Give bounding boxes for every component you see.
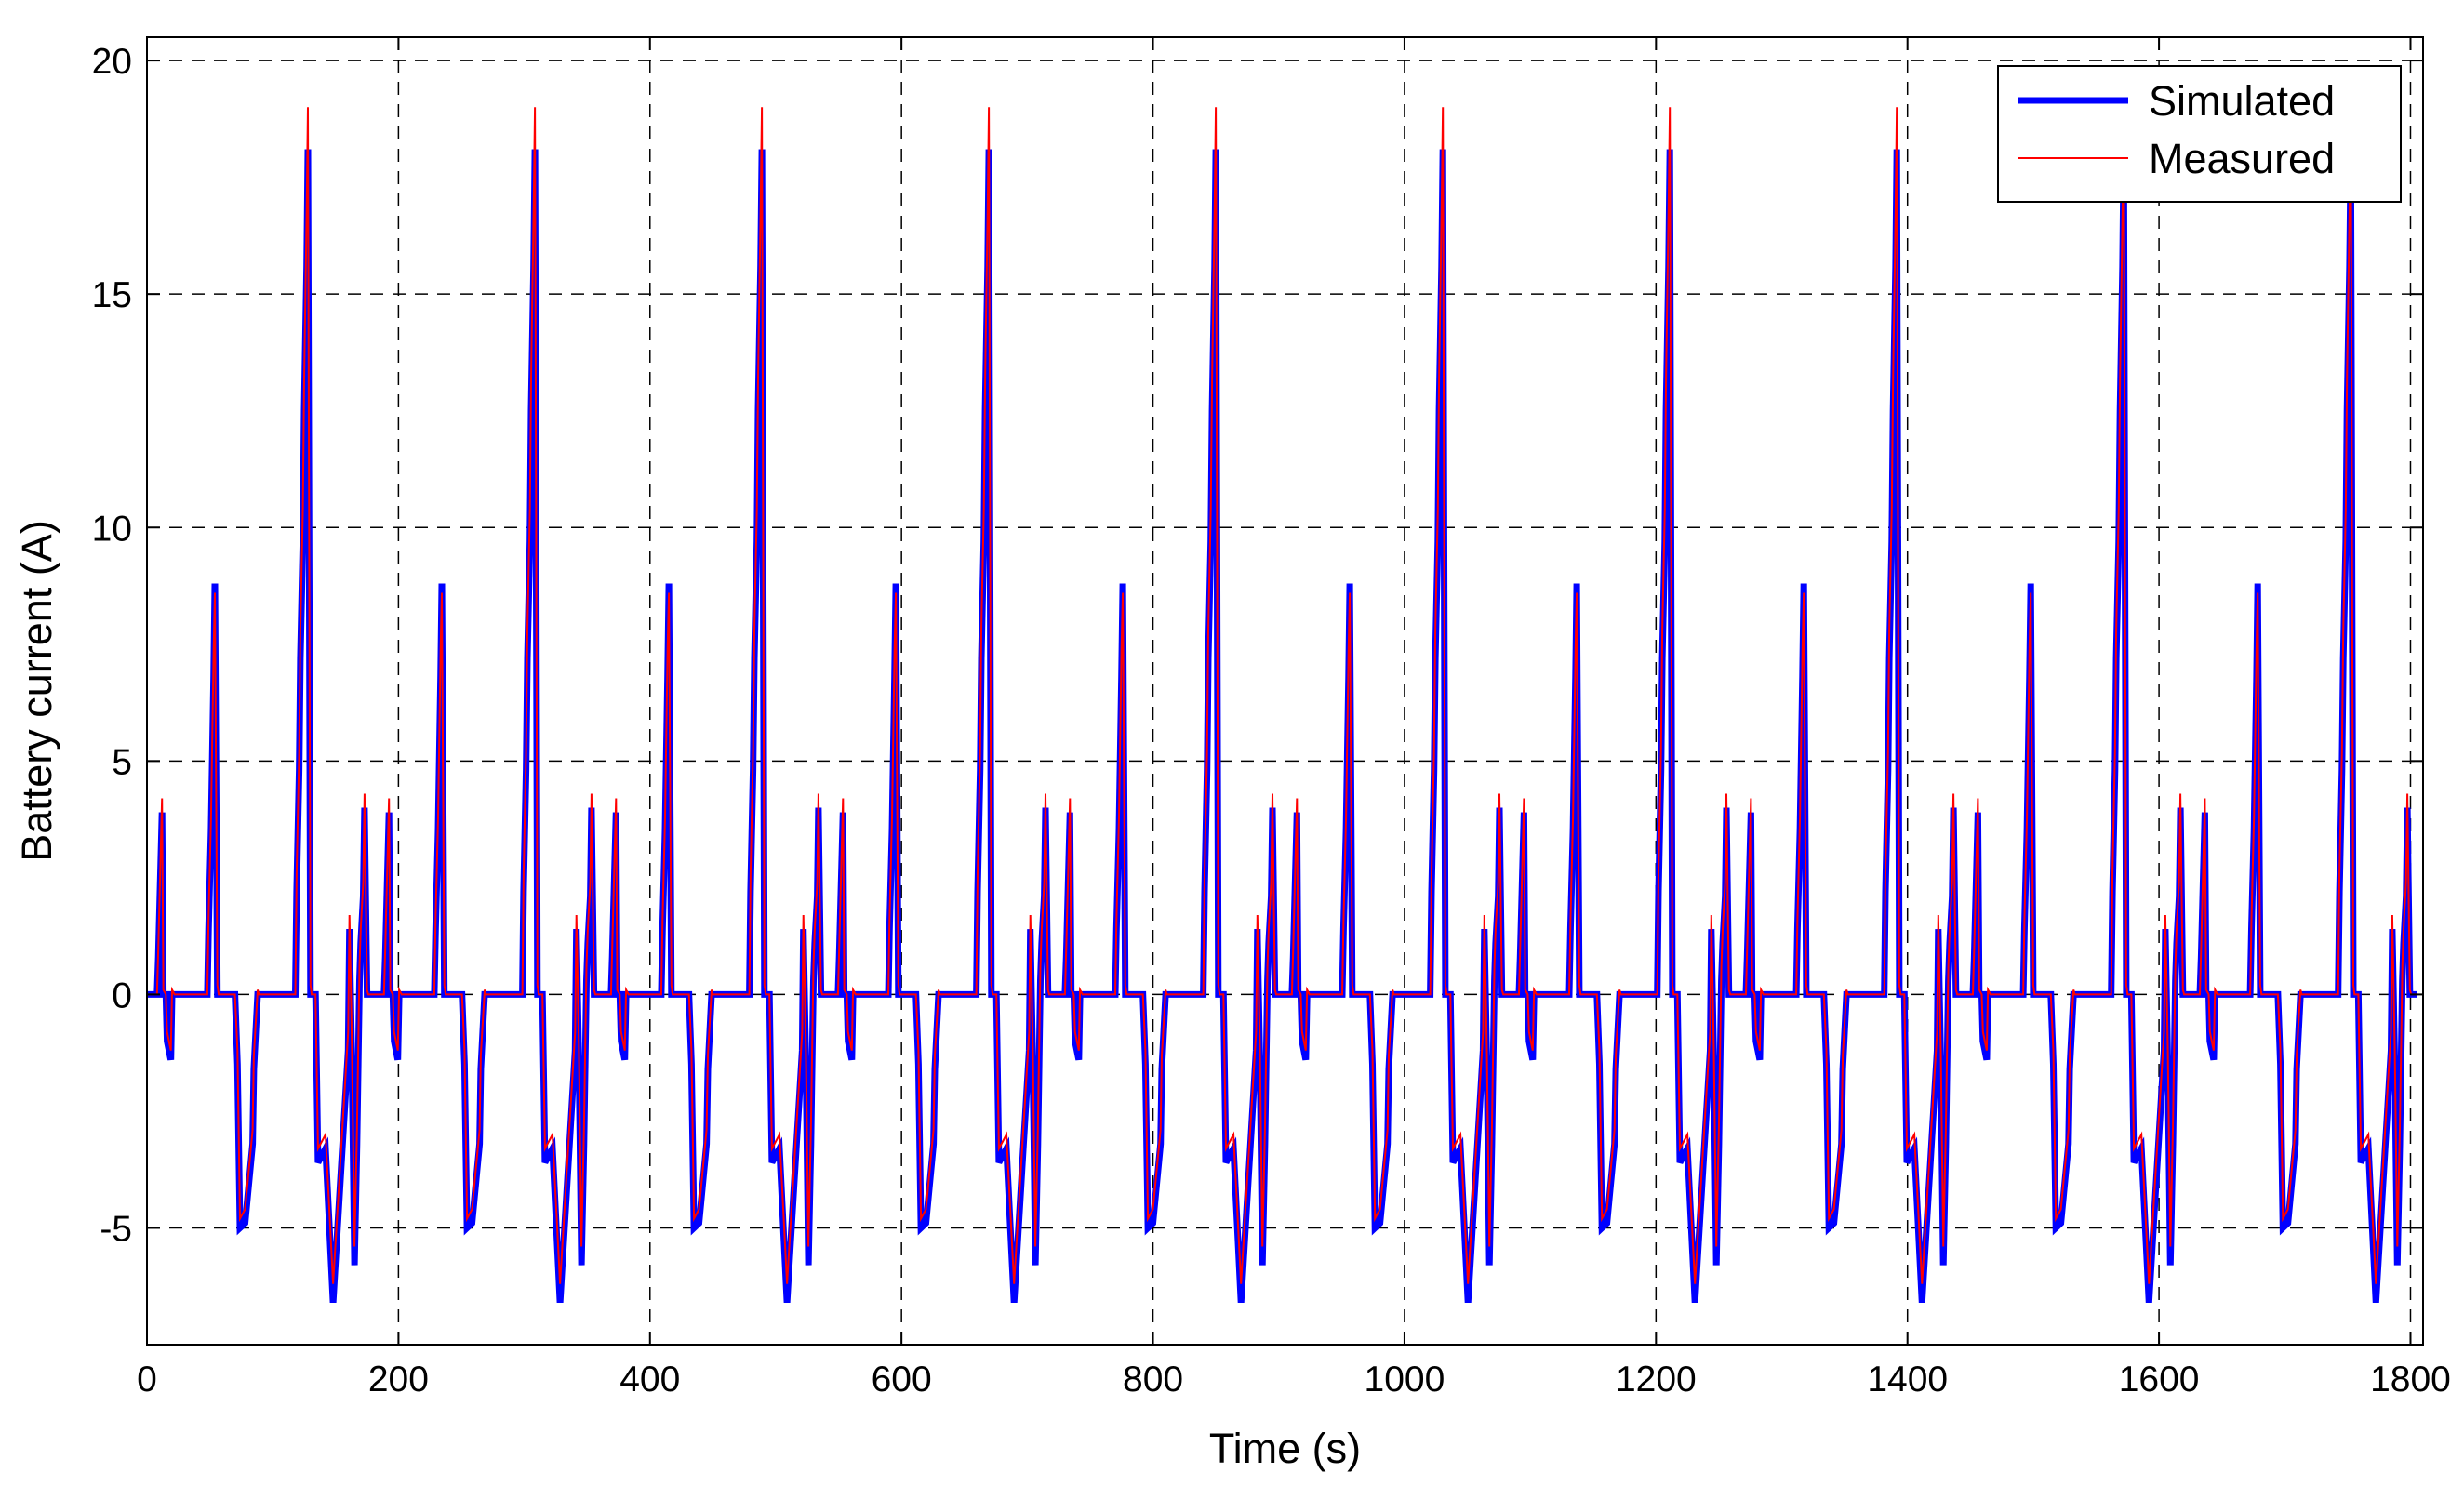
- legend: Simulated Measured: [1997, 65, 2402, 203]
- legend-label-measured: Measured: [2149, 135, 2335, 182]
- x-tick-label: 600: [872, 1360, 932, 1400]
- series-layer: [147, 107, 2417, 1304]
- y-tick-label: 20: [92, 42, 132, 82]
- y-tick-label: -5: [100, 1209, 132, 1249]
- x-tick-label: 1800: [2370, 1360, 2451, 1400]
- tick-marks: [146, 37, 2423, 1345]
- x-tick-label: 1600: [2119, 1360, 2200, 1400]
- x-tick-label: 800: [1123, 1360, 1183, 1400]
- series-line-measured: [147, 107, 2417, 1284]
- axes-frame: [146, 36, 2424, 1346]
- x-tick-label: 1000: [1365, 1360, 1445, 1400]
- x-tick-label: 400: [619, 1360, 680, 1400]
- x-tick-label: 200: [368, 1360, 429, 1400]
- y-tick-label: 5: [112, 742, 132, 782]
- x-tick-label: 1400: [1867, 1360, 1948, 1400]
- y-tick-label: 15: [92, 275, 132, 315]
- grid: [147, 37, 2423, 1345]
- y-axis-label: Battery current (A): [13, 520, 60, 862]
- y-tick-label: 10: [92, 509, 132, 549]
- x-axis-label: Time (s): [1209, 1425, 1361, 1472]
- plot-area: [146, 36, 2424, 1346]
- x-tick-label: 1200: [1616, 1360, 1697, 1400]
- y-tick-label: 0: [112, 975, 132, 1015]
- x-tick-labels: 0 200 400 600 800 1000 1200 1400 1600 1800: [137, 1360, 2451, 1400]
- legend-box: [1997, 65, 2402, 203]
- x-tick-label: 0: [137, 1360, 157, 1400]
- legend-label-simulated: Simulated: [2149, 77, 2335, 125]
- y-tick-labels: -5 0 5 10 15 20: [92, 42, 132, 1249]
